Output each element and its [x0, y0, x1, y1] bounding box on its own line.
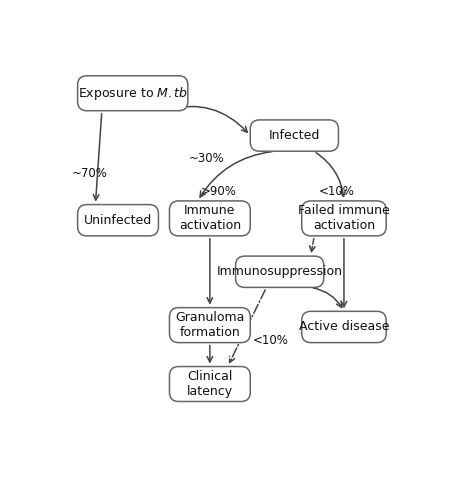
FancyBboxPatch shape	[301, 201, 386, 236]
Text: Uninfected: Uninfected	[84, 214, 152, 227]
Text: ~30%: ~30%	[188, 152, 224, 165]
Text: Granuloma
formation: Granuloma formation	[175, 311, 245, 339]
Text: <10%: <10%	[253, 334, 288, 347]
Text: Exposure to $\it{M.tb}$: Exposure to $\it{M.tb}$	[78, 85, 188, 102]
FancyBboxPatch shape	[78, 205, 158, 236]
FancyBboxPatch shape	[236, 256, 324, 287]
Text: Immune
activation: Immune activation	[179, 205, 241, 232]
FancyBboxPatch shape	[250, 120, 338, 151]
Text: ~70%: ~70%	[72, 167, 107, 180]
Text: Infected: Infected	[269, 129, 320, 142]
Text: Clinical
latency: Clinical latency	[187, 370, 233, 398]
Text: <10%: <10%	[319, 185, 355, 198]
FancyBboxPatch shape	[169, 308, 250, 343]
FancyBboxPatch shape	[169, 367, 250, 402]
FancyBboxPatch shape	[169, 201, 250, 236]
FancyBboxPatch shape	[78, 76, 188, 111]
FancyBboxPatch shape	[301, 311, 386, 343]
Text: Active disease: Active disease	[299, 320, 389, 334]
Text: >90%: >90%	[201, 185, 237, 198]
Text: Immunosuppression: Immunosuppression	[217, 265, 343, 278]
Text: Failed immune
activation: Failed immune activation	[298, 205, 390, 232]
